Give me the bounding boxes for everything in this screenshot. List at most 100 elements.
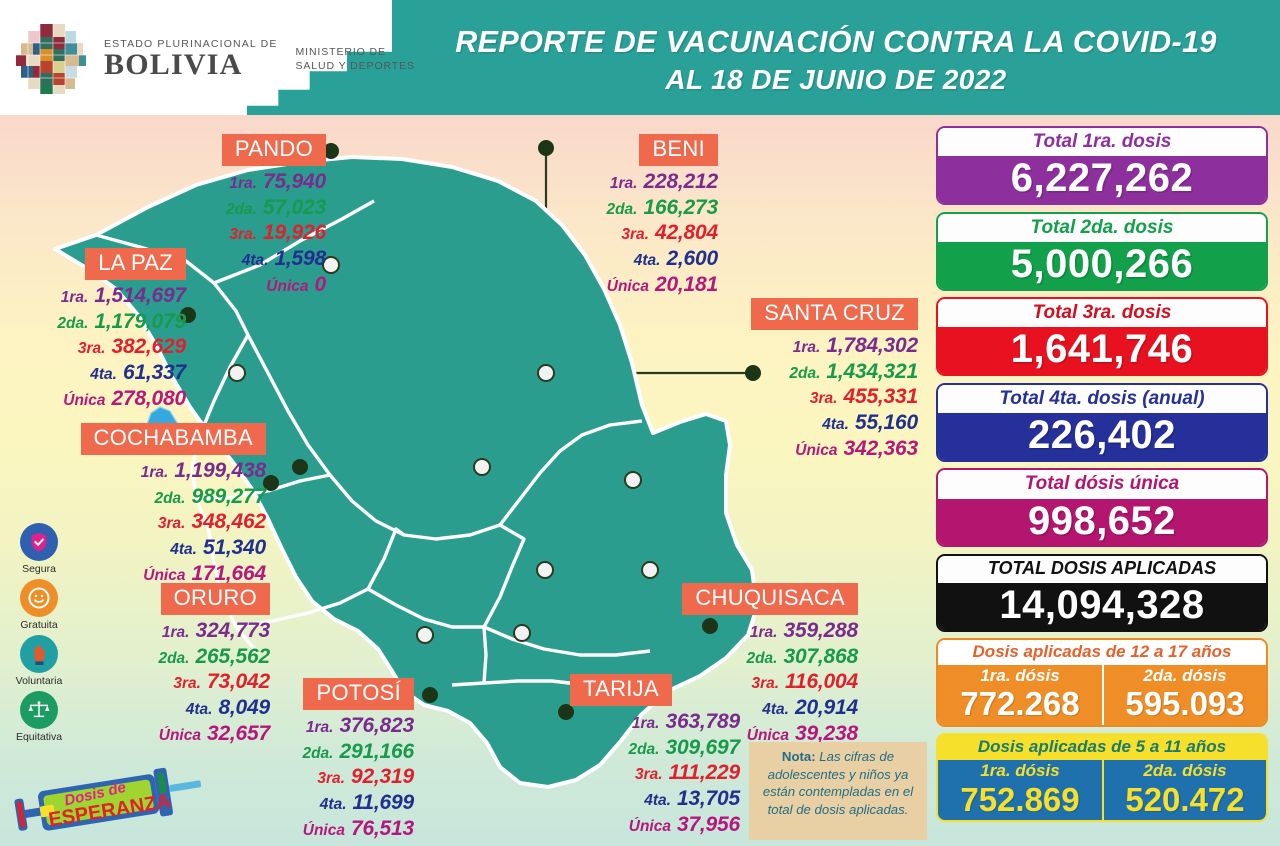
dept-rows-la-paz: 1ra. 1,514,697 2da. 1,179,079 3ra. 382,629 … xyxy=(0,283,186,412)
label-dose4: 4ta. xyxy=(319,796,347,814)
label-dose2: 2da. xyxy=(628,740,660,758)
value-dose1: 324,773 xyxy=(195,618,270,642)
total-card-unica: Total dósis única 998,652 xyxy=(936,468,1268,548)
dept-name-santa-cruz: SANTA CRUZ xyxy=(751,298,918,330)
legend-item-voluntaria: Voluntaria xyxy=(16,635,62,687)
value-dose4: 1,598 xyxy=(274,247,326,271)
value-dose1: 1,199,438 xyxy=(174,458,266,482)
value-unica: 32,657 xyxy=(206,722,270,746)
label-unica: Única xyxy=(158,727,201,745)
value-dose3: 348,462 xyxy=(191,510,266,534)
age-group-12-17-dose1: 1ra. dósis 772.268 xyxy=(938,665,1102,725)
legend-label-equitativa: Equitativa xyxy=(15,731,63,743)
map-point-markers xyxy=(180,140,761,720)
dept-name-cochabamba: COCHABAMBA xyxy=(80,423,266,455)
value-dose4: 20,914 xyxy=(794,696,858,720)
dept-rows-oruro: 1ra. 324,773 2da. 265,562 3ra. 73,042 4ta. 8… xyxy=(112,618,270,747)
label-unica: Única xyxy=(143,567,186,585)
total-value-all-doses: 14,094,328 xyxy=(938,582,1266,630)
value-dose4: 51,340 xyxy=(202,536,266,560)
value-unica: 342,363 xyxy=(843,437,918,461)
dept-block-la-paz: LA PAZ 1ra. 1,514,697 2da. 1,179,079 3ra. 3… xyxy=(0,248,186,412)
label-dose1: 1ra. xyxy=(749,623,778,641)
value-dose1: 1,514,697 xyxy=(94,283,186,307)
ministry-line-1: MINISTERIO DE xyxy=(295,45,386,58)
value-unica: 20,181 xyxy=(654,273,718,297)
label-dose3: 3ra. xyxy=(173,675,201,693)
value-dose3: 42,804 xyxy=(654,221,718,245)
label-unica: Única xyxy=(266,278,309,296)
label-unica: Única xyxy=(746,727,789,745)
note-body: Las cifras de adolescentes y niños ya es… xyxy=(762,749,914,817)
label-dose4: 4ta. xyxy=(633,252,661,270)
total-card-dose1: Total 1ra. dosis 6,227,262 xyxy=(936,126,1268,206)
total-value-dose1: 6,227,262 xyxy=(938,156,1266,204)
state-name-block: ESTADO PLURINACIONAL DE BOLIVIA xyxy=(104,38,277,81)
dept-block-chuquisaca: CHUQUISACA 1ra. 359,288 2da. 307,868 3ra. 1… xyxy=(662,583,858,747)
value-dose4: 61,337 xyxy=(122,361,186,385)
bolivia-map-layer xyxy=(0,115,930,846)
total-value-dose2: 5,000,266 xyxy=(938,241,1266,289)
totals-panel: Total 1ra. dosis 6,227,262 Total 2da. do… xyxy=(936,126,1268,823)
total-card-dose4: Total 4ta. dosis (anual) 226,402 xyxy=(936,382,1268,462)
label-dose2: 2da. xyxy=(154,489,186,507)
label-dose4: 4ta. xyxy=(644,792,671,810)
value-dose2: 309,697 xyxy=(665,735,740,759)
page-subtitle-date: AL 18 DE JUNIO DE 2022 xyxy=(665,64,1007,96)
dept-name-tarija: TARIJA xyxy=(570,674,672,706)
value-dose2: 307,868 xyxy=(783,644,858,668)
label-dose2: 2da. xyxy=(225,200,257,218)
raised-hand-icon xyxy=(19,635,58,673)
label-dose1: 1ra. xyxy=(609,174,638,192)
dept-name-pando: PANDO xyxy=(221,134,326,166)
value-unica: 0 xyxy=(314,273,327,297)
dept-block-pando: PANDO 1ra. 75,940 2da. 57,023 3ra. 19,926 4… xyxy=(150,134,326,298)
government-logo-group: ESTADO PLURINACIONAL DE BOLIVIA MINISTER… xyxy=(14,22,415,96)
label-dose1: 1ra. xyxy=(792,338,821,356)
dept-name-potosi: POTOSÍ xyxy=(303,678,414,710)
shield-check-icon xyxy=(20,523,58,561)
value-dose3: 455,331 xyxy=(843,385,918,409)
age-group-12-17-dose2: 2da. dósis 595.093 xyxy=(1102,665,1266,725)
label-dose3: 3ra. xyxy=(77,340,106,358)
age-group-card-12-17: Dosis aplicadas de 12 a 17 años 1ra. dós… xyxy=(936,638,1268,727)
label-dose2: 2da. xyxy=(746,649,778,667)
label-dose4: 4ta. xyxy=(170,541,197,559)
age-group-5-11-dose2: 2da. dósis 520.472 xyxy=(1102,760,1266,821)
bolivia-label: BOLIVIA xyxy=(104,47,243,81)
total-card-all-doses: TOTAL DOSIS APLICADAS 14,094,328 xyxy=(936,553,1268,632)
total-label-all-doses: TOTAL DOSIS APLICADAS xyxy=(938,555,1266,583)
page-title: REPORTE DE VACUNACIÓN CONTRA LA COVID-19 xyxy=(455,25,1217,59)
dept-name-la-paz: LA PAZ xyxy=(85,248,186,280)
value-dose2: 166,273 xyxy=(643,195,718,219)
dept-block-oruro: ORURO 1ra. 324,773 2da. 265,562 3ra. 73,042… xyxy=(112,583,270,747)
age-value-dose1: 772.268 xyxy=(960,685,1080,723)
total-label-dose3: Total 3ra. dosis xyxy=(938,299,1266,328)
dept-block-santa-cruz: SANTA CRUZ 1ra. 1,784,302 2da. 1,434,321 3… xyxy=(718,298,918,462)
ministry-label: MINISTERIO DE SALUD Y DEPORTES xyxy=(295,45,414,74)
label-dose4: 4ta. xyxy=(90,366,117,384)
value-dose1: 359,288 xyxy=(783,618,858,642)
dept-name-beni: BENI xyxy=(639,134,718,166)
label-dose3: 3ra. xyxy=(157,515,186,533)
total-label-dose1: Total 1ra. dosis xyxy=(938,128,1266,157)
value-dose1: 363,789 xyxy=(665,709,740,733)
dept-rows-santa-cruz: 1ra. 1,784,302 2da. 1,434,321 3ra. 455,331 … xyxy=(718,333,918,462)
dept-rows-pando: 1ra. 75,940 2da. 57,023 3ra. 19,926 4ta. 1,5… xyxy=(150,169,326,298)
label-dose3: 3ra. xyxy=(621,226,649,244)
label-dose3: 3ra. xyxy=(317,770,345,788)
value-dose3: 111,229 xyxy=(668,761,741,785)
age-value-dose2: 595.093 xyxy=(1125,685,1245,723)
label-dose4: 4ta. xyxy=(762,701,789,719)
label-dose2: 2da. xyxy=(158,649,190,667)
legend-label-gratuita: Gratuita xyxy=(20,619,58,631)
bolivia-country-shape xyxy=(53,155,759,789)
label-unica: Única xyxy=(63,392,106,410)
page-header: ESTADO PLURINACIONAL DE BOLIVIA MINISTER… xyxy=(0,0,1280,115)
label-dose3: 3ra. xyxy=(751,675,780,693)
age-group-title-12-17: Dosis aplicadas de 12 a 17 años xyxy=(938,640,1266,666)
syringe-icon: Dosis de ESPERANZA xyxy=(14,767,202,831)
value-dose3: 116,004 xyxy=(785,670,858,694)
age-caption-dose1: 1ra. dósis xyxy=(980,666,1060,686)
dept-name-oruro: ORURO xyxy=(160,583,270,615)
